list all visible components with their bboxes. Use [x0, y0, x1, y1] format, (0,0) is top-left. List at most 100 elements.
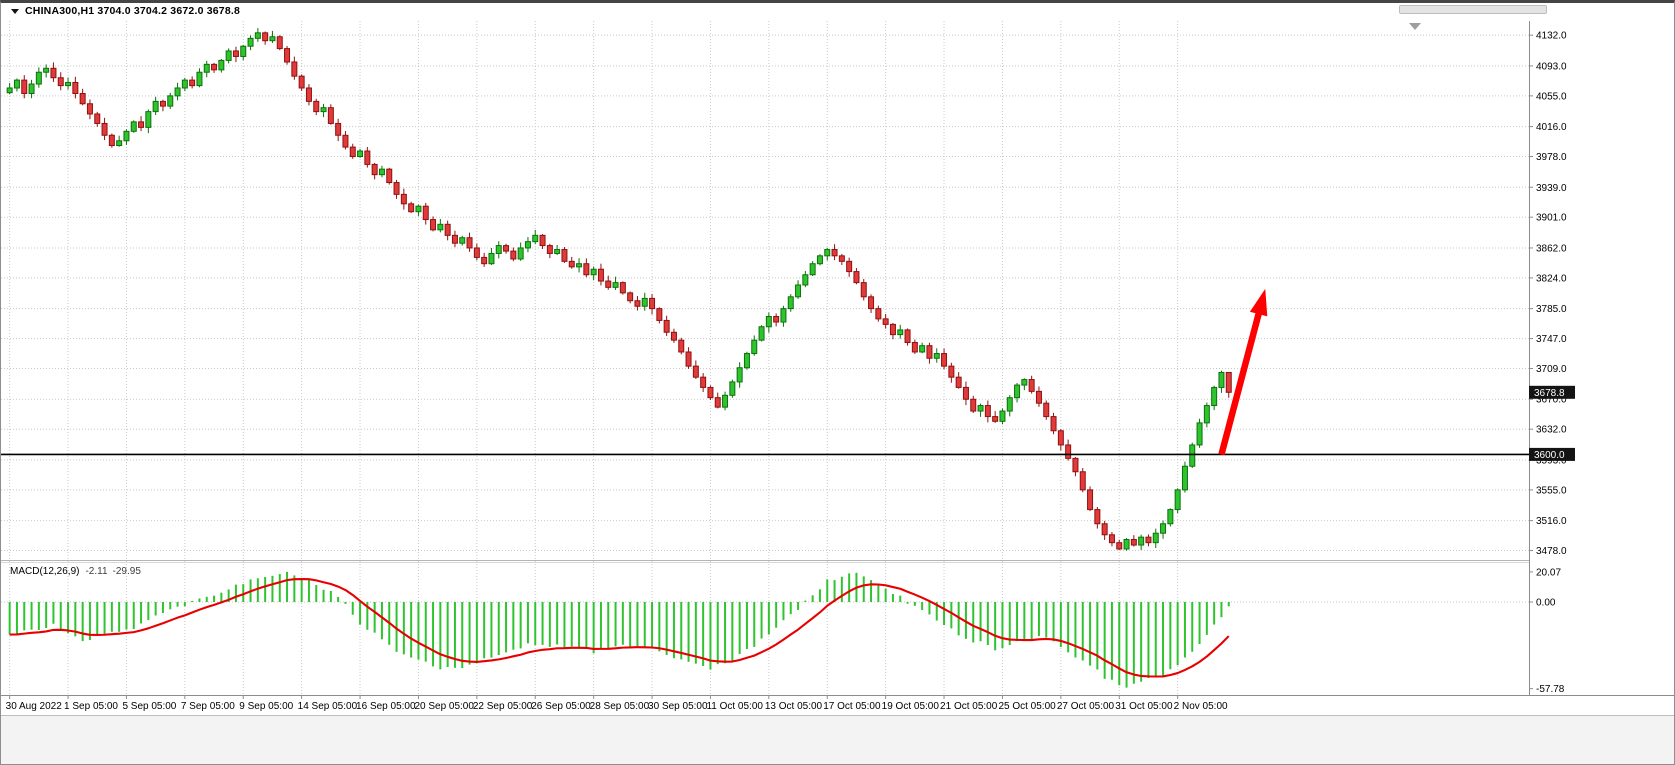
price-tick-label: 3785.0 [1536, 304, 1567, 315]
candle-body [1101, 523, 1108, 536]
candle-body [692, 365, 699, 378]
candle-body [1043, 402, 1050, 418]
macd-main-value: -2.11 [85, 566, 107, 577]
candle-body [225, 50, 232, 61]
candle-body [831, 249, 838, 257]
candle-body [941, 353, 948, 367]
macd-histogram [8, 571, 1230, 688]
candle-body [437, 223, 444, 231]
candle-body [729, 381, 736, 396]
candle-body [79, 92, 86, 105]
chart-canvas[interactable]: 4132.0 4093.0 4055.0 4016.0 3978.0 3939.0 3901… [1, 21, 1675, 715]
price-tick-label: 4093.0 [1536, 61, 1567, 72]
candle-body [809, 263, 816, 276]
candle-body [889, 323, 896, 336]
candle-body [86, 103, 93, 115]
candle-body [393, 182, 400, 195]
candle-body [802, 274, 809, 286]
candle-body [860, 282, 867, 298]
price-tick-label: 3516.0 [1536, 516, 1567, 527]
chart-plot-area[interactable] [1, 21, 1675, 715]
time-tick-label: 13 Oct 05:00 [765, 701, 823, 712]
candle-body [1203, 405, 1210, 424]
candle-body [517, 247, 524, 260]
candle-body [561, 249, 568, 262]
candle-body [1145, 536, 1152, 544]
candle-body [130, 121, 137, 132]
chart-title-bar: CHINA300,H1 3704.0 3704.2 3672.0 3678.8 [1, 3, 1674, 18]
candle-body [1065, 444, 1072, 459]
candle-body [948, 365, 955, 378]
titlebar-widget-fragment [1399, 5, 1547, 14]
candle-body [43, 67, 50, 73]
candle-body [977, 405, 984, 412]
candle-body [203, 63, 210, 73]
candle-body [795, 284, 802, 298]
candle-body [1167, 509, 1174, 525]
bottom-strip [1, 715, 1674, 764]
candle-body [342, 134, 349, 148]
price-tick-label: 3670.0 [1536, 395, 1567, 406]
candle-body [181, 79, 188, 89]
candle-body [1072, 457, 1079, 473]
candle-body [473, 247, 480, 258]
candle-body [984, 405, 991, 418]
time-axis[interactable] [1, 695, 1529, 715]
candle-body [510, 250, 517, 260]
candle-body [992, 416, 999, 422]
macd-tick-label: -57.78 [1536, 684, 1565, 695]
candle-body [284, 48, 291, 63]
chart-shift-marker[interactable] [1409, 23, 1421, 30]
candle-body [291, 61, 298, 77]
time-tick-label: 11 Oct 05:00 [706, 701, 763, 712]
candle-body [57, 77, 64, 87]
candle-body [663, 319, 670, 333]
candle-body [138, 121, 145, 128]
time-tick-label: 9 Sep 05:00 [239, 701, 293, 712]
candle-body [714, 397, 721, 408]
price-tick-label: 3593.0 [1536, 455, 1567, 466]
candle-body [1160, 523, 1167, 534]
candle-body [743, 353, 750, 369]
candle-body [400, 193, 407, 205]
candle-body [174, 87, 181, 97]
candle-body [627, 292, 634, 302]
candle-body [736, 367, 743, 383]
candle-body [1218, 371, 1225, 388]
price-axis[interactable] [1529, 21, 1675, 715]
candle-body [1181, 465, 1188, 491]
candle-body [298, 75, 305, 89]
time-tick-label: 30 Aug 2022 [6, 701, 63, 712]
candle-body [641, 297, 648, 307]
time-tick-label: 25 Oct 05:00 [998, 701, 1056, 712]
price-tick-label: 4132.0 [1536, 31, 1567, 42]
time-tick-label: 21 Oct 05:00 [940, 701, 998, 712]
candle-body [926, 345, 933, 359]
candle-body [189, 79, 196, 87]
candle-body [1035, 390, 1042, 404]
candle-body [116, 140, 123, 147]
candle-body [240, 45, 247, 57]
time-tick-label: 7 Sep 05:00 [181, 701, 235, 712]
candle-body [167, 95, 174, 107]
trend-arrow-annotation[interactable] [1218, 288, 1268, 456]
price-tick-label: 3978.0 [1536, 152, 1567, 163]
candle-body [422, 205, 429, 221]
candle-body [970, 398, 977, 412]
macd-name: MACD(12,26,9) [10, 566, 79, 577]
price-tick-label: 3901.0 [1536, 213, 1567, 224]
candle-body [1006, 397, 1013, 412]
candle-body [685, 351, 692, 367]
candle-body [313, 100, 320, 113]
candle-body [751, 339, 758, 355]
time-tick-label: 30 Sep 05:00 [648, 701, 708, 712]
trend-arrow-head [1249, 288, 1268, 317]
macd-tick-label: 20.07 [1536, 567, 1561, 578]
price-tick-label: 3478.0 [1536, 546, 1567, 557]
symbol-dropdown-icon[interactable] [11, 8, 19, 14]
candle-body [28, 83, 35, 94]
candle-body [415, 205, 422, 213]
candle-body [554, 249, 561, 254]
time-tick-label: 26 Sep 05:00 [531, 701, 591, 712]
